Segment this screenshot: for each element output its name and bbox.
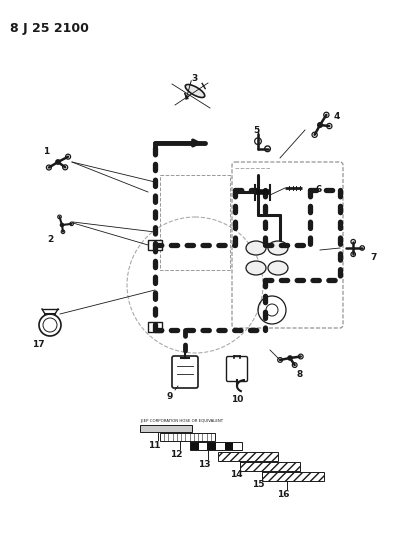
Text: 13: 13 bbox=[198, 460, 210, 469]
Text: 14: 14 bbox=[230, 470, 242, 479]
Circle shape bbox=[318, 123, 322, 127]
Bar bbox=[148, 240, 162, 250]
Text: 17: 17 bbox=[32, 340, 44, 349]
Text: 12: 12 bbox=[170, 450, 182, 459]
Text: 4: 4 bbox=[334, 112, 340, 121]
Text: 15: 15 bbox=[252, 480, 264, 489]
Circle shape bbox=[60, 223, 64, 227]
Bar bbox=[190, 442, 242, 450]
Bar bbox=[140, 425, 192, 432]
Ellipse shape bbox=[268, 241, 288, 255]
Text: 6: 6 bbox=[315, 185, 321, 194]
Bar bbox=[207, 442, 216, 450]
Bar bbox=[218, 452, 278, 461]
Bar bbox=[216, 442, 224, 450]
Text: JEEP CORPORATION HOSE OR EQUIVALENT: JEEP CORPORATION HOSE OR EQUIVALENT bbox=[140, 419, 223, 423]
Text: 10: 10 bbox=[231, 395, 243, 404]
Bar bbox=[160, 175, 230, 270]
Text: 8: 8 bbox=[297, 370, 303, 379]
Text: 7: 7 bbox=[370, 253, 377, 262]
Bar bbox=[160, 433, 215, 441]
Text: 5: 5 bbox=[253, 126, 259, 135]
Bar bbox=[190, 442, 199, 450]
Ellipse shape bbox=[246, 261, 266, 275]
Bar bbox=[240, 462, 300, 471]
Ellipse shape bbox=[268, 261, 288, 275]
Text: 3: 3 bbox=[192, 74, 198, 83]
Text: 16: 16 bbox=[277, 490, 289, 499]
Bar bbox=[224, 442, 233, 450]
Ellipse shape bbox=[185, 85, 205, 98]
Text: 11: 11 bbox=[148, 441, 160, 450]
Bar bbox=[148, 322, 162, 332]
Circle shape bbox=[56, 160, 60, 164]
FancyBboxPatch shape bbox=[172, 356, 198, 388]
Bar bbox=[199, 442, 207, 450]
Ellipse shape bbox=[246, 241, 266, 255]
Bar bbox=[233, 442, 242, 450]
Text: 8 J 25 2100: 8 J 25 2100 bbox=[10, 22, 89, 35]
Text: 1: 1 bbox=[43, 147, 49, 156]
Circle shape bbox=[288, 356, 292, 360]
FancyBboxPatch shape bbox=[226, 357, 248, 382]
Text: 9: 9 bbox=[167, 392, 173, 401]
Text: 2: 2 bbox=[47, 235, 53, 244]
Bar bbox=[262, 472, 324, 481]
